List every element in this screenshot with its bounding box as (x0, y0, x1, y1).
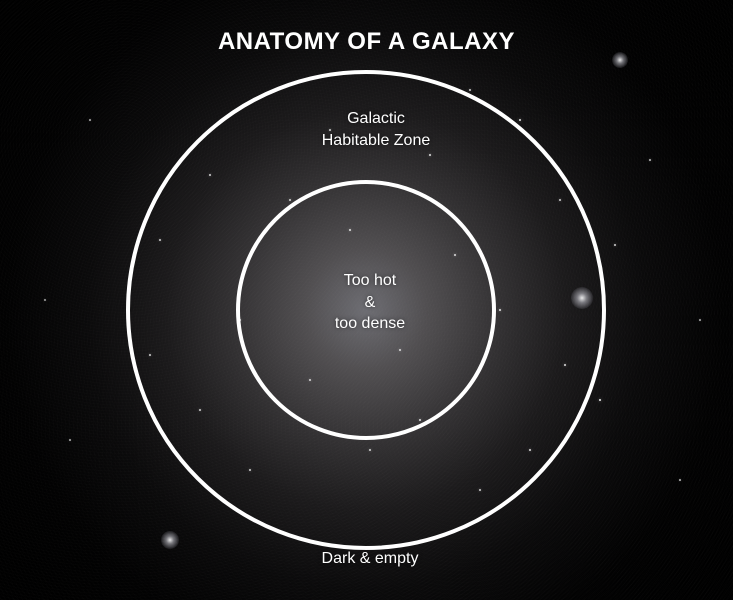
core-line1: Too hot (344, 272, 396, 289)
star (69, 439, 71, 441)
core-line3: too dense (335, 315, 405, 332)
star (44, 299, 45, 300)
diagram-canvas: ANATOMY OF A GALAXY Galactic Habitable Z… (0, 0, 733, 600)
core-line2: & (365, 294, 376, 311)
habitable-line2: Habitable Zone (322, 132, 431, 149)
habitable-zone-label: Galactic Habitable Zone (296, 108, 456, 151)
star-cluster (161, 531, 179, 549)
star (699, 319, 701, 321)
outer-region-label: Dark & empty (280, 548, 460, 570)
diagram-title: ANATOMY OF A GALAXY (0, 28, 733, 56)
star (89, 119, 91, 121)
habitable-line1: Galactic (347, 110, 405, 127)
star (469, 89, 471, 91)
star (649, 159, 651, 161)
core-label: Too hot & too dense (310, 270, 430, 335)
star (679, 479, 681, 481)
star (614, 244, 616, 246)
